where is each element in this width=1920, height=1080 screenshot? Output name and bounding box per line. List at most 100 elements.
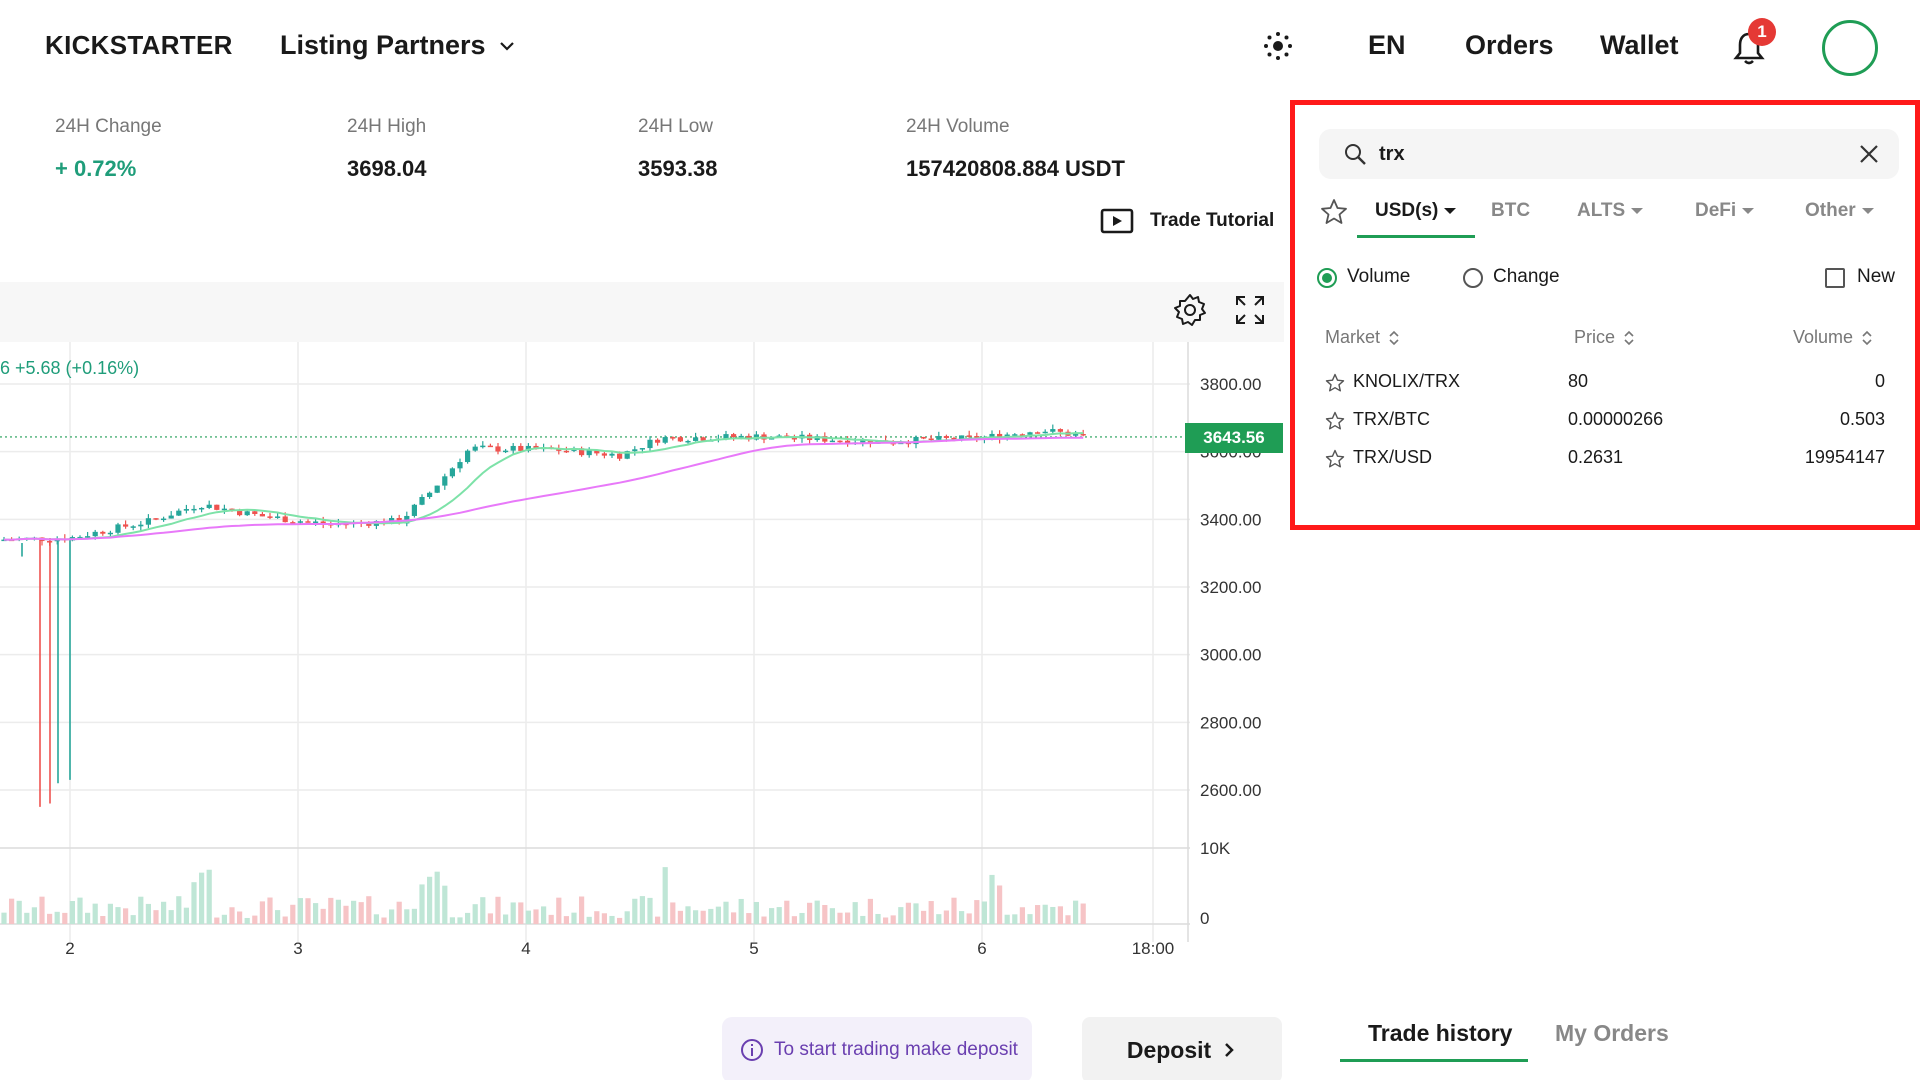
trade-tutorial-link[interactable]: Trade Tutorial <box>1100 208 1274 234</box>
candle-body <box>791 437 797 440</box>
volume-bar <box>579 896 585 924</box>
volume-bar <box>548 914 554 924</box>
candle-body <box>214 504 220 510</box>
candle-body <box>1012 434 1018 436</box>
volume-bar <box>639 896 645 924</box>
time-axis-label: 3 <box>293 939 302 958</box>
sort-volume-radio[interactable] <box>1317 268 1337 288</box>
sort-icon <box>1862 330 1872 345</box>
volume-bar <box>738 898 744 924</box>
tab-alts[interactable]: ALTS <box>1577 200 1644 222</box>
col-header-market[interactable]: Market <box>1325 327 1400 348</box>
star-icon[interactable] <box>1325 373 1345 393</box>
candle-body <box>563 450 569 453</box>
time-axis-label: 2 <box>65 939 74 958</box>
volume-bar <box>396 901 402 924</box>
candle-body <box>510 445 516 451</box>
candlestick-chart[interactable]: 3800.003600.003400.003200.003000.002800.… <box>0 342 1284 982</box>
time-axis-label: 5 <box>749 939 758 958</box>
market-row[interactable]: TRX/BTC 0.00000266 0.503 <box>1295 405 1915 441</box>
tab-defi[interactable]: DeFi <box>1695 200 1755 222</box>
sort-change-radio[interactable] <box>1463 268 1483 288</box>
col-header-volume[interactable]: Volume <box>1793 327 1873 348</box>
volume-bar <box>617 917 623 924</box>
listing-partners-dropdown[interactable]: Listing Partners <box>280 30 516 61</box>
volume-bar <box>343 905 349 924</box>
nav-orders[interactable]: Orders <box>1465 30 1554 60</box>
market-search-input[interactable] <box>1379 139 1819 169</box>
volume-bar <box>1 912 7 924</box>
theme-toggle-icon[interactable] <box>1262 30 1294 62</box>
candle-body <box>997 433 1003 439</box>
candle-body <box>107 532 113 535</box>
volume-bar <box>791 916 797 924</box>
play-video-icon <box>1100 208 1134 234</box>
tab-trade-history[interactable]: Trade history <box>1368 1020 1513 1046</box>
market-pair: TRX/BTC <box>1353 409 1431 429</box>
volume-bar <box>107 903 113 924</box>
tab-btc[interactable]: BTC <box>1491 200 1530 222</box>
caret-down-icon <box>1742 208 1755 214</box>
close-icon[interactable] <box>1857 142 1881 166</box>
volume-bar <box>206 869 212 924</box>
avatar[interactable] <box>1822 20 1878 76</box>
language-selector[interactable]: EN <box>1368 30 1406 60</box>
tab-my-orders[interactable]: My Orders <box>1555 1020 1669 1046</box>
candle-body <box>670 437 676 439</box>
market-row[interactable]: TRX/USD 0.2631 19954147 <box>1295 443 1915 479</box>
candle-body <box>267 516 273 518</box>
volume-bar <box>890 915 896 924</box>
market-search-panel: USD(s) BTC ALTS DeFi Other Volume Change… <box>1290 100 1920 530</box>
volume-bar <box>115 907 121 924</box>
gear-icon[interactable] <box>1172 292 1208 328</box>
volume-bar <box>123 908 129 924</box>
volume-axis-label: 0 <box>1200 909 1209 928</box>
volume-bar <box>799 912 805 924</box>
volume-bar <box>275 910 281 924</box>
sort-volume-label[interactable]: Volume <box>1347 266 1411 287</box>
volume-bar <box>442 885 448 924</box>
volume-bar <box>145 903 151 924</box>
candle-body <box>647 439 653 449</box>
sort-change-label[interactable]: Change <box>1493 266 1560 287</box>
price-chart[interactable]: 3800.003600.003400.003200.003000.002800.… <box>0 342 1284 982</box>
candle-body <box>115 524 121 533</box>
tab-label: BTC <box>1491 200 1531 221</box>
candle-body <box>989 433 995 438</box>
candle-body <box>556 448 562 451</box>
star-icon[interactable] <box>1325 411 1345 431</box>
candle-body <box>472 446 478 451</box>
volume-bar <box>503 914 509 924</box>
star-icon[interactable] <box>1325 449 1345 469</box>
volume-bar <box>860 915 866 924</box>
candle-body <box>487 445 493 448</box>
last-price-tag: 3643.56 <box>1185 423 1283 453</box>
candle-body <box>252 511 258 515</box>
volume-bar <box>335 899 341 924</box>
col-header-price[interactable]: Price <box>1574 327 1635 348</box>
volume-bar <box>525 910 531 924</box>
favorites-star-icon[interactable] <box>1320 198 1348 226</box>
volume-bar <box>176 896 182 924</box>
deposit-button[interactable]: Deposit <box>1082 1017 1282 1080</box>
nav-wallet[interactable]: Wallet <box>1600 30 1679 60</box>
volume-bar <box>39 896 45 924</box>
volume-bar <box>252 915 258 924</box>
candle-body <box>1019 434 1025 436</box>
tab-usds[interactable]: USD(s) <box>1375 200 1457 222</box>
volume-bar <box>731 912 737 924</box>
price-axis-label: 2600.00 <box>1200 781 1261 800</box>
deposit-info-text: To start trading make deposit <box>774 1039 1018 1060</box>
candle-body <box>845 440 851 444</box>
candle-body <box>449 468 455 477</box>
brand-logo-text[interactable]: KICKSTARTER <box>45 30 233 60</box>
new-checkbox-label[interactable]: New <box>1857 266 1896 287</box>
tab-other[interactable]: Other <box>1805 200 1874 222</box>
volume-bar <box>670 902 676 924</box>
candle-body <box>1027 432 1033 435</box>
candle-body <box>145 518 151 525</box>
new-checkbox[interactable] <box>1825 268 1845 288</box>
volume-bar <box>563 916 569 924</box>
market-row[interactable]: KNOLIX/TRX 80 0 <box>1295 367 1915 403</box>
fullscreen-icon[interactable] <box>1234 294 1266 326</box>
